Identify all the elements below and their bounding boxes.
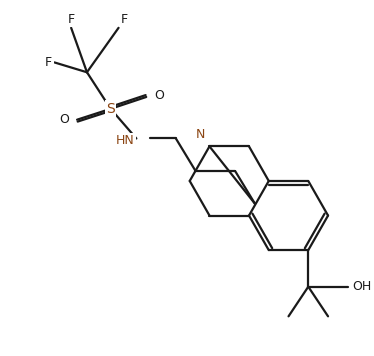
Text: F: F xyxy=(45,56,52,69)
Text: N: N xyxy=(196,129,206,141)
Text: HN: HN xyxy=(116,134,134,147)
Text: S: S xyxy=(106,102,115,116)
Text: O: O xyxy=(154,89,164,101)
Text: O: O xyxy=(59,113,69,126)
Text: F: F xyxy=(68,13,75,26)
Text: OH: OH xyxy=(352,280,371,293)
Text: F: F xyxy=(120,13,128,26)
